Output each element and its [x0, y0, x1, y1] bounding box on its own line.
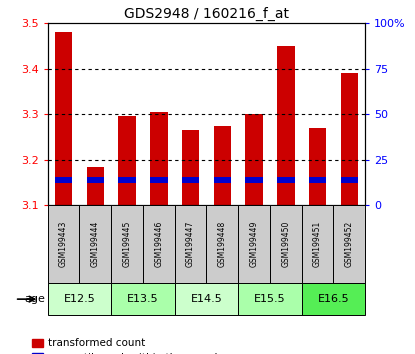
Text: GSM199448: GSM199448: [218, 221, 227, 267]
Bar: [150, 177, 168, 183]
Legend: transformed count, percentile rank within the sample: transformed count, percentile rank withi…: [32, 338, 224, 354]
Text: E13.5: E13.5: [127, 294, 159, 304]
Text: GSM199445: GSM199445: [122, 221, 132, 268]
Bar: [48, 205, 80, 283]
Bar: [80, 205, 111, 283]
Text: E14.5: E14.5: [190, 294, 222, 304]
Bar: [309, 128, 326, 205]
Bar: [245, 177, 263, 183]
Bar: [277, 177, 295, 183]
Bar: [87, 177, 104, 183]
Bar: [111, 205, 143, 283]
Bar: [55, 32, 72, 205]
Bar: [182, 177, 199, 183]
Bar: [48, 283, 111, 315]
Text: GSM199446: GSM199446: [154, 221, 164, 268]
Text: GSM199450: GSM199450: [281, 221, 290, 268]
Bar: [175, 205, 207, 283]
Bar: [302, 283, 365, 315]
Text: GSM199451: GSM199451: [313, 221, 322, 267]
Bar: [333, 205, 365, 283]
Bar: [302, 205, 334, 283]
Text: E15.5: E15.5: [254, 294, 286, 304]
Text: GSM199444: GSM199444: [91, 221, 100, 268]
Bar: [238, 283, 302, 315]
Bar: [214, 126, 231, 205]
Text: GSM199447: GSM199447: [186, 221, 195, 268]
Bar: [118, 116, 136, 205]
Title: GDS2948 / 160216_f_at: GDS2948 / 160216_f_at: [124, 6, 289, 21]
Bar: [87, 167, 104, 205]
Bar: [207, 205, 238, 283]
Text: age: age: [25, 294, 46, 304]
Bar: [111, 283, 175, 315]
Text: GSM199452: GSM199452: [345, 221, 354, 267]
Bar: [143, 205, 175, 283]
Bar: [118, 177, 136, 183]
Bar: [341, 73, 358, 205]
Bar: [175, 283, 238, 315]
Bar: [238, 205, 270, 283]
Bar: [270, 205, 302, 283]
Text: E12.5: E12.5: [63, 294, 95, 304]
Bar: [245, 114, 263, 205]
Text: GSM199449: GSM199449: [249, 221, 259, 268]
Bar: [182, 130, 199, 205]
Bar: [214, 177, 231, 183]
Text: GSM199443: GSM199443: [59, 221, 68, 268]
Bar: [309, 177, 326, 183]
Bar: [150, 112, 168, 205]
Bar: [341, 177, 358, 183]
Bar: [55, 177, 72, 183]
Text: E16.5: E16.5: [317, 294, 349, 304]
Bar: [277, 46, 295, 205]
